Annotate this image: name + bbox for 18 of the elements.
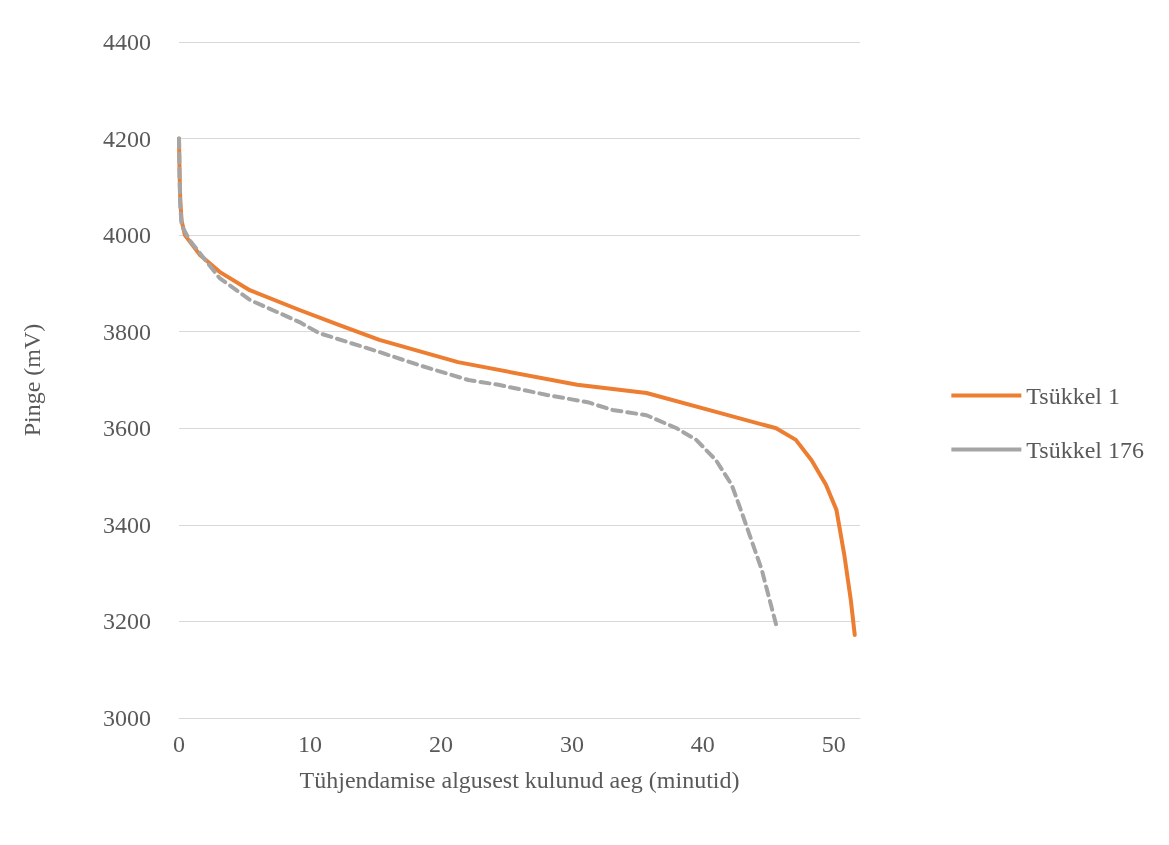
y-tick-label: 4000 — [103, 222, 151, 249]
y-tick-label: 3000 — [103, 705, 151, 731]
x-tick-label: 20 — [428, 731, 453, 757]
legend-label: Tsükkel 1 — [1026, 382, 1121, 409]
legend-label: Tsükkel 176 — [1026, 436, 1145, 463]
y-tick-label: 3400 — [103, 511, 151, 538]
x-tick-label: 0 — [173, 731, 185, 757]
y-tick-label: 4400 — [103, 29, 151, 55]
x-tick-label: 40 — [690, 731, 715, 757]
x-tick-label: 50 — [821, 731, 846, 757]
y-tick-label: 3800 — [103, 318, 151, 345]
y-tick-label: 4200 — [103, 125, 151, 152]
x-tick-label: 30 — [559, 731, 584, 757]
y-axis-title: Pinge (mV) — [19, 323, 45, 437]
x-tick-label: 10 — [297, 731, 322, 757]
y-tick-label: 3200 — [103, 608, 151, 635]
y-tick-label: 3600 — [103, 415, 151, 442]
x-axis-title: Tühjendamise algusest kulunud aeg (minutid) — [299, 767, 740, 793]
